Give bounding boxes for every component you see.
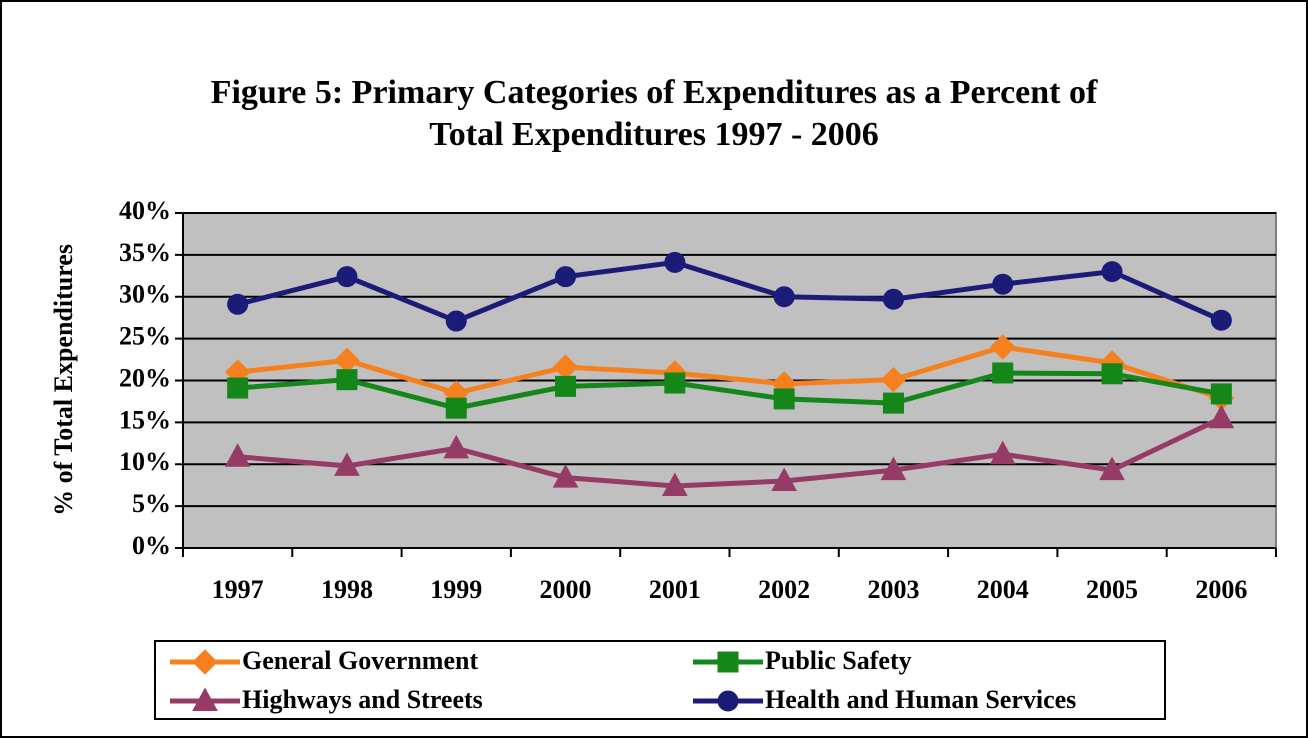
y-axis-label: % of Total Expenditures bbox=[49, 244, 78, 516]
marker bbox=[992, 362, 1014, 384]
x-tick-label: 1999 bbox=[430, 575, 482, 604]
marker bbox=[1101, 363, 1123, 385]
marker bbox=[882, 288, 904, 310]
marker bbox=[773, 388, 795, 410]
y-tick-label: 40% bbox=[119, 196, 171, 225]
x-tick-label: 1997 bbox=[212, 575, 264, 604]
legend bbox=[154, 640, 1166, 720]
x-tick-label: 2001 bbox=[649, 575, 701, 604]
marker bbox=[717, 690, 739, 712]
legend-label: Health and Human Services bbox=[765, 685, 1076, 714]
marker bbox=[445, 310, 467, 332]
marker bbox=[664, 372, 686, 394]
chart-title: Figure 5: Primary Categories of Expendit… bbox=[210, 74, 1098, 153]
x-tick-label: 2005 bbox=[1086, 575, 1138, 604]
marker bbox=[990, 334, 1016, 360]
x-tick-label: 2000 bbox=[540, 575, 592, 604]
marker bbox=[192, 687, 218, 711]
marker bbox=[662, 472, 688, 497]
series-line bbox=[237, 415, 1223, 489]
marker bbox=[1210, 383, 1232, 405]
marker bbox=[1101, 261, 1123, 283]
marker bbox=[880, 366, 907, 393]
marker bbox=[880, 456, 907, 481]
marker bbox=[224, 443, 251, 467]
marker bbox=[1099, 456, 1125, 481]
marker bbox=[992, 273, 1014, 295]
marker bbox=[192, 649, 218, 675]
marker bbox=[336, 266, 358, 288]
marker bbox=[443, 434, 470, 459]
marker bbox=[771, 467, 797, 491]
x-tick-label: 2003 bbox=[867, 575, 919, 604]
marker bbox=[552, 464, 579, 488]
y-tick-label: 30% bbox=[119, 280, 171, 309]
y-tick-label: 35% bbox=[119, 238, 171, 267]
marker bbox=[1210, 309, 1232, 331]
marker bbox=[336, 369, 358, 391]
y-tick-label: 5% bbox=[132, 489, 171, 518]
x-tick-label: 2006 bbox=[1195, 575, 1247, 604]
marker bbox=[555, 375, 577, 397]
marker bbox=[334, 452, 360, 476]
marker bbox=[664, 251, 686, 273]
x-tick-label: 2004 bbox=[977, 575, 1029, 604]
marker bbox=[555, 266, 577, 288]
marker bbox=[882, 392, 904, 414]
series-line bbox=[237, 344, 1223, 401]
y-tick-label: 10% bbox=[119, 447, 171, 476]
series-line bbox=[237, 259, 1223, 324]
marker bbox=[773, 286, 795, 308]
marker bbox=[227, 293, 249, 315]
marker bbox=[445, 397, 467, 419]
series-line bbox=[237, 370, 1222, 411]
legend-label: Highways and Streets bbox=[242, 685, 483, 714]
marker bbox=[227, 377, 249, 399]
legend-label: Public Safety bbox=[765, 646, 912, 675]
marker bbox=[717, 651, 739, 673]
x-tick-label: 2002 bbox=[758, 575, 810, 604]
x-tick-label: 1998 bbox=[321, 575, 373, 604]
y-tick-label: 0% bbox=[132, 531, 171, 560]
marker bbox=[1208, 404, 1235, 429]
y-tick-label: 15% bbox=[119, 405, 171, 434]
marker bbox=[989, 440, 1016, 465]
y-tick-label: 25% bbox=[119, 322, 171, 351]
y-tick-label: 20% bbox=[119, 363, 171, 392]
legend-label: General Government bbox=[242, 646, 478, 675]
